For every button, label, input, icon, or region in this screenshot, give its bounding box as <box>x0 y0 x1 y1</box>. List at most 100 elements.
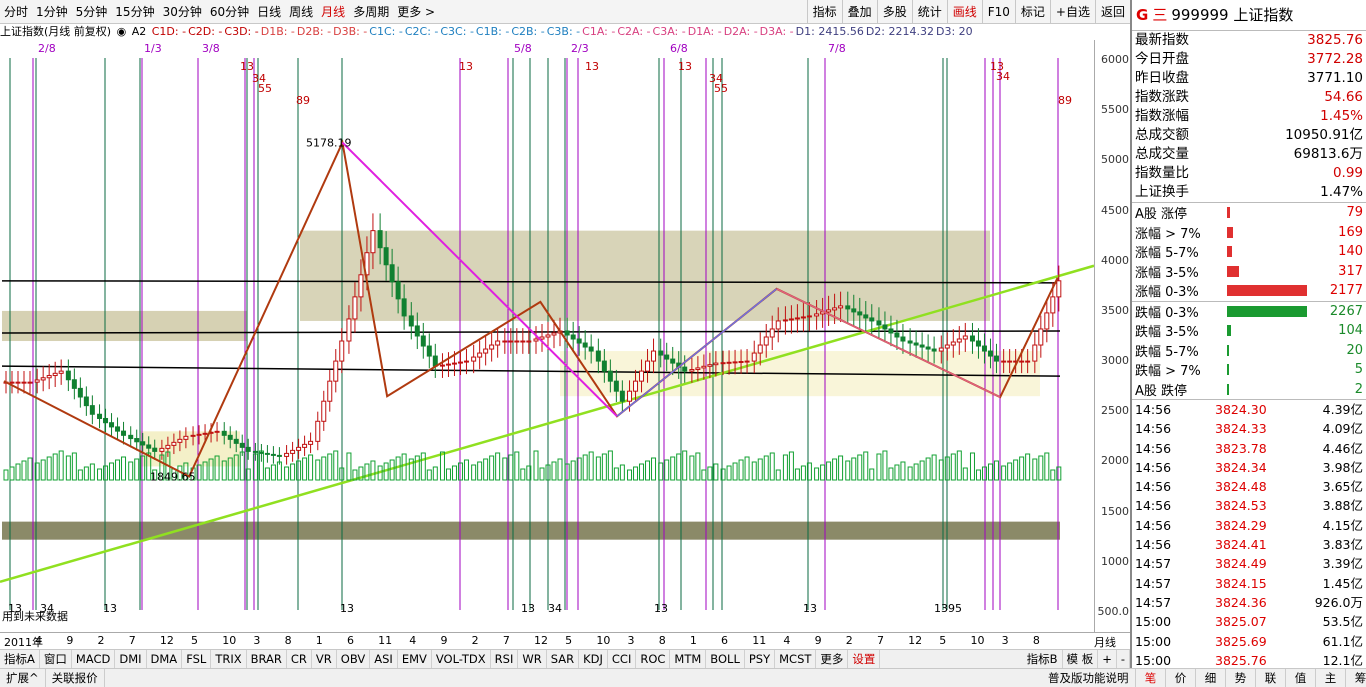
toolbar-button[interactable]: 标记 <box>1014 0 1050 24</box>
indicator-tab[interactable]: DMA <box>147 650 183 668</box>
volume-bar <box>869 468 875 481</box>
toolbar-button[interactable]: F10 <box>981 0 1015 24</box>
tick-volume: 3.65亿 <box>1322 479 1363 495</box>
panel-switch-button[interactable]: 值 <box>1286 669 1316 687</box>
stat-value: 69813.6万 <box>1293 146 1363 162</box>
candle-body <box>975 340 981 347</box>
legend-item: C1A: - <box>582 25 616 38</box>
panel-switch-button[interactable]: 细 <box>1196 669 1226 687</box>
candle-body <box>619 390 625 402</box>
indicator-tab[interactable]: VR <box>312 650 337 668</box>
candle-body <box>463 360 469 363</box>
y-tick-label: 5000 <box>1101 153 1129 167</box>
indicator-tab[interactable]: BRAR <box>247 650 287 668</box>
x-tick-label: 3 <box>253 634 261 647</box>
rise-line <box>616 288 778 417</box>
period-tab[interactable]: 30分钟 <box>162 4 202 19</box>
indicator-tab[interactable]: VOL-TDX <box>432 650 491 668</box>
indicator-tab[interactable]: DMI <box>115 650 147 668</box>
panel-switch-button[interactable]: 主 <box>1316 669 1346 687</box>
toolbar-button[interactable]: +自选 <box>1049 0 1095 24</box>
stat-row: 总成交额 10950.91亿 <box>1132 126 1366 145</box>
indicator-tab[interactable]: FSL <box>182 650 212 668</box>
volume-bar <box>227 457 233 481</box>
period-tab[interactable]: 周线 <box>289 4 314 19</box>
stat-row: 今日开盘 3772.28 <box>1132 50 1366 69</box>
period-tab[interactable]: 更多 > <box>397 4 436 19</box>
indicator-tab[interactable]: WR <box>518 650 547 668</box>
indicator-tab[interactable]: KDJ <box>579 650 608 668</box>
breadth-bar-track <box>1227 281 1321 300</box>
y-tick-label: 3000 <box>1101 354 1129 368</box>
volume-bar <box>159 454 165 481</box>
indicator-tab[interactable]: ROC <box>636 650 671 668</box>
tick-rows[interactable]: 14:56 3824.30 4.39亿 14:56 3824.33 4.09亿 14:56 3… <box>1132 399 1366 670</box>
indicator-tab[interactable]: 窗口 <box>40 650 72 668</box>
period-tab[interactable]: 分时 <box>4 4 29 19</box>
toolbar-button[interactable]: 画线 <box>946 0 982 24</box>
tabs-right-button[interactable]: 指标B <box>1023 650 1063 668</box>
breadth-label: 涨幅 5-7% <box>1135 246 1199 262</box>
indicator-tab[interactable]: EMV <box>398 650 432 668</box>
toolbar-button[interactable]: 返回 <box>1094 0 1130 24</box>
tabs-right-button[interactable]: + <box>1098 650 1117 668</box>
volume-bar <box>931 454 937 481</box>
period-tab[interactable]: 5分钟 <box>75 4 108 19</box>
volume-bar <box>471 464 477 481</box>
candle-body <box>97 413 103 419</box>
period-tab[interactable]: 日线 <box>257 4 282 19</box>
indicator-tab[interactable]: BOLL <box>706 650 745 668</box>
indicator-tab[interactable]: OBV <box>337 650 371 668</box>
legend-dropdown-icon[interactable]: ◉ <box>116 25 127 38</box>
breadth-bar-track <box>1227 321 1321 340</box>
period-tab[interactable]: 60分钟 <box>209 4 250 19</box>
panel-switch-button[interactable]: 势 <box>1226 669 1256 687</box>
indicator-tab[interactable]: RSI <box>491 650 519 668</box>
toolbar-button[interactable]: 指标 <box>806 0 842 24</box>
panel-switch-button[interactable]: 价 <box>1166 669 1196 687</box>
candle-body <box>1038 328 1044 346</box>
kline-chart[interactable]: 5178.19 1849.65 用到未来数据 2/8 1/3 3/8 5/8 2/3 6/8 7/… <box>0 40 1094 632</box>
indicator-tab[interactable]: TRIX <box>211 650 247 668</box>
toolbar-button[interactable]: 多股 <box>876 0 912 24</box>
indicator-tab[interactable]: MTM <box>670 650 707 668</box>
trend-line <box>1 280 1061 284</box>
help-link[interactable]: 普及版功能说明 <box>1042 669 1136 687</box>
indicator-tab[interactable]: PSY <box>745 650 776 668</box>
volume-bar <box>477 461 483 481</box>
code-menu-icon[interactable]: 三 <box>1152 6 1168 24</box>
indicator-tab[interactable]: 指标A <box>0 650 40 668</box>
period-tab[interactable]: 月线 <box>321 4 346 19</box>
indicator-tab[interactable]: ASI <box>370 650 398 668</box>
indicator-tab[interactable]: SAR <box>547 650 580 668</box>
panel-switch-button[interactable]: 笔 <box>1136 669 1166 687</box>
candle-body <box>689 369 695 372</box>
panel-switch-button[interactable]: 联 <box>1256 669 1286 687</box>
period-tab[interactable]: 多周期 <box>353 4 390 19</box>
tick-volume: 3.98亿 <box>1322 459 1363 475</box>
volume-bar <box>389 459 395 481</box>
breadth-count: 104 <box>1338 323 1363 339</box>
tick-row: 15:00 3825.07 53.5亿 <box>1132 612 1366 631</box>
toolbar-button[interactable]: 叠加 <box>841 0 877 24</box>
indicator-tab[interactable]: CR <box>287 650 312 668</box>
tabs-right-button[interactable]: - <box>1117 650 1130 668</box>
legend-item: C1C: - <box>369 25 403 38</box>
toolbar-button[interactable]: 统计 <box>911 0 947 24</box>
g-icon[interactable]: G <box>1136 6 1149 24</box>
candle-body <box>664 354 670 360</box>
stock-code: 999999 <box>1171 6 1229 24</box>
indicator-tab[interactable]: CCI <box>608 650 637 668</box>
status-left-button[interactable]: 关联报价 <box>46 669 105 687</box>
status-left-button[interactable]: 扩展^ <box>0 669 46 687</box>
tabs-right-button[interactable]: 模 板 <box>1063 650 1099 668</box>
settings-tab[interactable]: 设置 <box>848 650 881 668</box>
indicator-tab[interactable]: MACD <box>72 650 116 668</box>
indicator-tab[interactable]: MCST <box>775 650 817 668</box>
panel-switch-button[interactable]: 筹 <box>1346 669 1366 687</box>
period-tab[interactable]: 1分钟 <box>36 4 68 19</box>
period-tab[interactable]: 15分钟 <box>115 4 155 19</box>
volume-bar <box>308 454 314 481</box>
volume-bar <box>564 463 570 481</box>
indicator-tab[interactable]: 更多 <box>816 650 849 668</box>
